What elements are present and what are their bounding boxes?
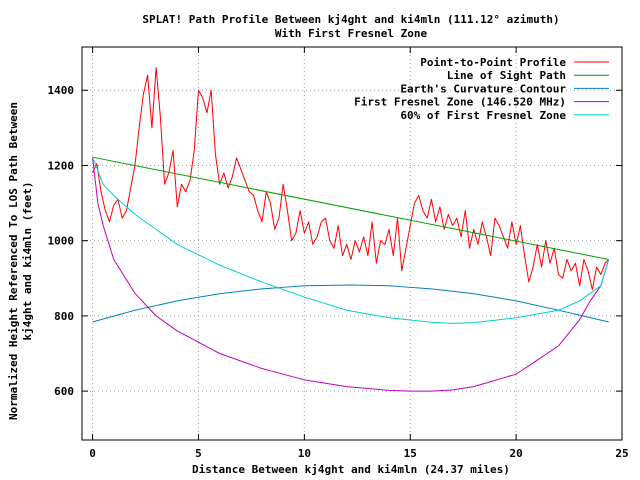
series-line-first-fresnel-zone-146-520-mhz	[92, 157, 610, 392]
x-ticks: 0 5 10 15 20 25	[89, 47, 629, 460]
y-tick-label: 1000	[48, 235, 75, 248]
y-ticks: 600 800 1000 1200 1400	[48, 84, 622, 398]
x-tick-label: 5	[195, 447, 202, 460]
legend-label-earth-s-curvature-contour: Earth's Curvature Contour	[400, 82, 566, 95]
x-tick-label: 15	[404, 447, 417, 460]
series-lines	[92, 67, 610, 392]
legend-label-line-of-sight-path: Line of Sight Path	[447, 69, 566, 82]
series-line-earth-s-curvature-contour	[92, 284, 609, 323]
x-axis-label: Distance Between kj4ght and ki4mln (24.3…	[192, 463, 510, 476]
legend-label-point-to-point-profile: Point-to-Point Profile	[420, 56, 566, 69]
chart-title: SPLAT! Path Profile Between kj4ght and k…	[142, 13, 559, 26]
series-line-point-to-point-profile	[92, 67, 610, 291]
chart-subtitle: With First Fresnel Zone	[275, 27, 428, 40]
x-tick-label: 25	[615, 447, 628, 460]
legend-label-first-fresnel-zone-146-520-mhz: First Fresnel Zone (146.520 MHz)	[354, 96, 566, 109]
series-line-60-of-first-fresnel-zone	[92, 157, 610, 324]
y-tick-label: 1400	[48, 84, 75, 97]
y-tick-label: 800	[54, 310, 74, 323]
y-axis-label-line1: Normalized Height Referenced To LOS Path…	[7, 102, 20, 420]
y-axis-label-line2: kj4ght and ki4mln (feet)	[21, 182, 34, 341]
x-tick-label: 0	[89, 447, 96, 460]
legend-label-60-of-first-fresnel-zone: 60% of First Fresnel Zone	[400, 109, 566, 122]
series-line-line-of-sight-path	[92, 156, 609, 260]
plot-frame	[81, 46, 623, 441]
y-tick-label: 1200	[48, 159, 75, 172]
y-tick-label: 600	[54, 385, 74, 398]
x-tick-label: 20	[509, 447, 522, 460]
x-tick-label: 10	[298, 447, 311, 460]
